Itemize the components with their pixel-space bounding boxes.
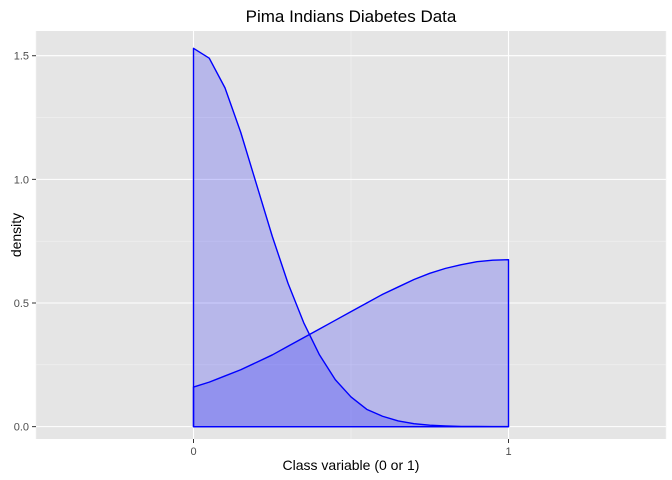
y-tick-label: 1.5 xyxy=(14,51,29,63)
y-axis-title: density xyxy=(8,213,24,257)
x-axis-title: Class variable (0 or 1) xyxy=(283,457,420,473)
y-axis: 0.0 0.5 1.0 1.5 xyxy=(14,51,36,434)
minor-gridlines xyxy=(35,31,667,439)
density-areas xyxy=(192,47,510,428)
chart-title: Pima Indians Diabetes Data xyxy=(246,7,457,26)
x-tick-label: 0 xyxy=(190,446,196,458)
y-tick-label: 0.5 xyxy=(14,298,29,310)
x-tick-label: 1 xyxy=(505,446,511,458)
y-tick-label: 1.0 xyxy=(14,174,29,186)
density-area-2 xyxy=(192,259,510,428)
y-tick-label: 0.0 xyxy=(14,422,29,434)
